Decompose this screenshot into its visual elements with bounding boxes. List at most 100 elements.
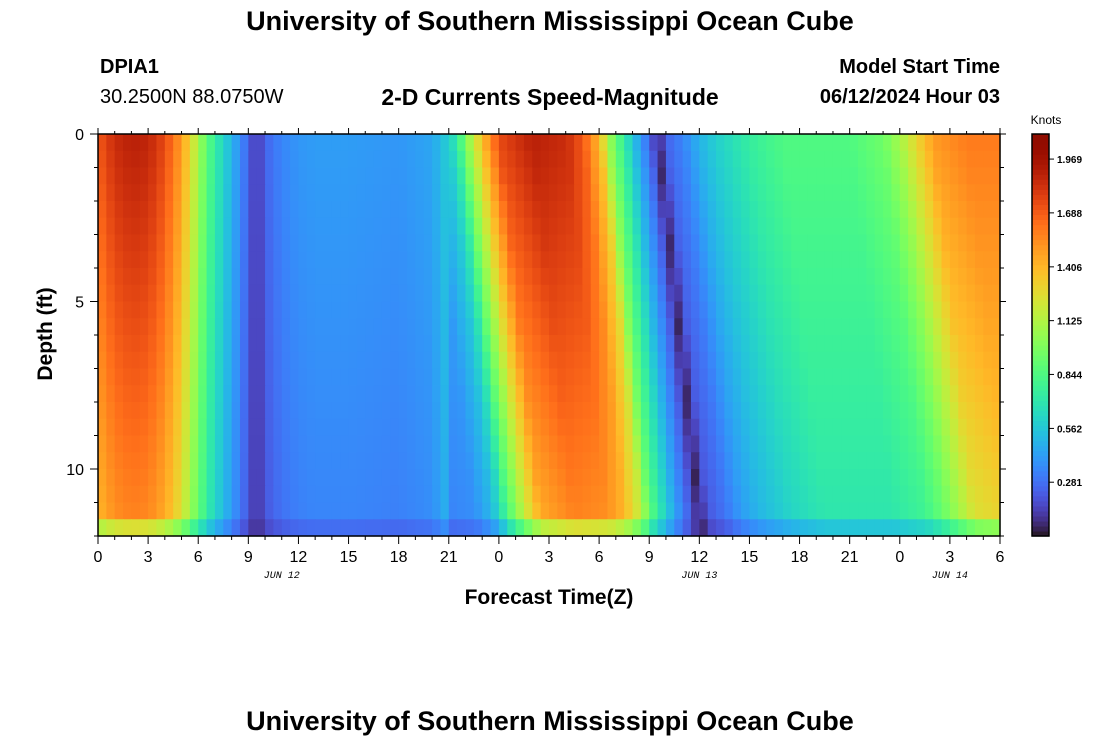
heatmap-cell xyxy=(557,284,567,303)
heatmap-cell xyxy=(298,201,308,219)
heatmap-cell xyxy=(690,301,700,319)
heatmap-cell xyxy=(265,201,274,219)
heatmap-cell xyxy=(933,485,943,504)
heatmap-cell xyxy=(974,167,984,185)
heatmap-cell xyxy=(365,217,375,236)
heatmap-cell xyxy=(749,268,759,286)
heatmap-cell xyxy=(114,469,124,487)
heatmap-cell xyxy=(515,217,525,236)
heatmap-cell xyxy=(908,167,918,185)
heatmap-cell xyxy=(139,402,149,420)
heatmap-cell xyxy=(465,351,475,370)
heatmap-cell xyxy=(398,150,408,169)
heatmap-cell xyxy=(615,217,625,236)
heatmap-cell xyxy=(448,418,458,437)
heatmap-cell xyxy=(966,368,976,386)
heatmap-cell xyxy=(607,134,617,152)
heatmap-cell xyxy=(123,201,133,219)
heatmap-cell xyxy=(448,452,458,470)
heatmap-cell xyxy=(899,402,909,420)
heatmap-cell xyxy=(523,402,533,420)
heatmap-cell xyxy=(883,184,893,202)
heatmap-cell xyxy=(933,519,943,537)
heatmap-cell xyxy=(941,469,951,487)
heatmap-cell xyxy=(331,469,341,487)
heatmap-cell xyxy=(807,469,817,487)
heatmap-cell xyxy=(173,418,183,437)
heatmap-cell xyxy=(340,318,350,336)
heatmap-cell xyxy=(273,368,283,386)
heatmap-cell xyxy=(966,452,976,470)
heatmap-cell xyxy=(123,519,133,537)
heatmap-cell xyxy=(649,318,659,336)
heatmap-cell xyxy=(515,251,525,269)
heatmap-cell xyxy=(674,485,684,504)
heatmap-cell xyxy=(373,351,383,370)
heatmap-cell xyxy=(749,234,759,252)
heatmap-cell xyxy=(874,368,884,386)
heatmap-cell xyxy=(290,134,300,152)
heatmap-cell xyxy=(181,167,191,185)
heatmap-cell xyxy=(874,251,884,269)
heatmap-cell xyxy=(340,150,350,169)
heatmap-cell xyxy=(106,184,116,202)
heatmap-cell xyxy=(432,368,442,386)
heatmap-cell xyxy=(657,184,667,202)
heatmap-cell xyxy=(482,452,492,470)
heatmap-cell xyxy=(523,519,533,537)
heatmap-cell xyxy=(189,251,199,269)
heatmap-cell xyxy=(223,217,233,236)
heatmap-cell xyxy=(557,234,567,252)
heatmap-cell xyxy=(557,318,567,336)
heatmap-cell xyxy=(465,217,475,236)
heatmap-cell xyxy=(849,485,859,504)
heatmap-cell xyxy=(766,201,776,219)
heatmap-cell xyxy=(448,184,458,202)
heatmap-cell xyxy=(156,318,166,336)
heatmap-cell xyxy=(974,318,984,336)
heatmap-cell xyxy=(448,284,458,303)
heatmap-cell xyxy=(549,318,558,336)
heatmap-cell xyxy=(883,452,893,470)
heatmap-cell xyxy=(223,469,233,487)
heatmap-cell xyxy=(398,201,408,219)
heatmap-cell xyxy=(640,402,650,420)
heatmap-cell xyxy=(198,502,208,520)
heatmap-cell xyxy=(916,351,926,370)
heatmap-cell xyxy=(766,402,776,420)
heatmap-cell xyxy=(273,184,283,202)
heatmap-cell xyxy=(966,502,976,520)
heatmap-cell xyxy=(732,351,742,370)
heatmap-cell xyxy=(699,435,709,453)
heatmap-cell xyxy=(281,284,291,303)
heatmap-cell xyxy=(432,452,442,470)
heatmap-cell xyxy=(114,402,124,420)
heatmap-cell xyxy=(716,452,725,470)
heatmap-cell xyxy=(966,217,976,236)
heatmap-cell xyxy=(849,318,859,336)
heatmap-cell xyxy=(98,284,107,303)
heatmap-cell xyxy=(858,251,867,269)
heatmap-cell xyxy=(707,385,717,403)
heatmap-cell xyxy=(741,485,751,504)
heatmap-cell xyxy=(949,251,959,269)
heatmap-cell xyxy=(607,217,617,236)
heatmap-cell xyxy=(473,301,483,319)
heatmap-cell xyxy=(440,418,450,437)
heatmap-cell xyxy=(164,402,174,420)
heatmap-cell xyxy=(482,251,492,269)
heatmap-cell xyxy=(807,201,817,219)
heatmap-cell xyxy=(832,301,842,319)
heatmap-cell xyxy=(206,217,216,236)
heatmap-cell xyxy=(281,268,291,286)
heatmap-cell xyxy=(924,351,934,370)
colorbar-segment xyxy=(1032,199,1049,205)
heatmap-cell xyxy=(323,335,333,353)
heatmap-cell xyxy=(674,351,684,370)
heatmap-cell xyxy=(549,251,558,269)
heatmap-cell xyxy=(390,502,400,520)
heatmap-cell xyxy=(206,184,216,202)
heatmap-cell xyxy=(515,519,525,537)
heatmap-cell xyxy=(640,301,650,319)
heatmap-cell xyxy=(490,150,500,169)
